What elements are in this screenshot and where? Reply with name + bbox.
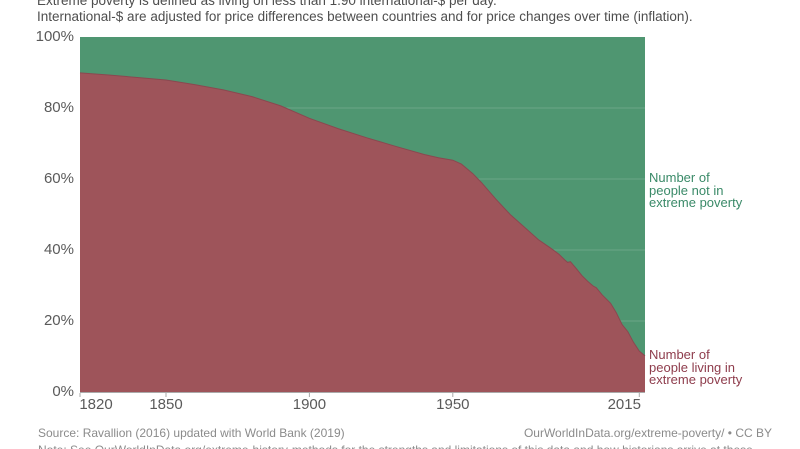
chart-subtitle-line1: Extreme poverty is defined as living on … [37,0,497,8]
note-text: Note: See OurWorldInData.org/extreme-his… [38,443,753,449]
series-label-line: people not in [649,182,724,198]
series-label-in-poverty: Number of people living in extreme pover… [649,347,743,387]
y-tick-label: 60% [43,170,74,187]
series-label-line: people living in [649,359,736,375]
attribution-text: OurWorldInData.org/extreme-poverty/ • CC… [523,426,772,440]
x-tick-label: 1900 [292,396,327,413]
source-text: Source: Ravallion (2016) updated with Wo… [38,426,345,440]
poor-area [80,72,645,393]
y-tick-label: 80% [43,99,74,116]
poor-boundary-line [79,72,646,357]
x-tick-label: 1950 [436,396,470,413]
series-label-not-in-poverty: Number of people not in extreme poverty [649,170,743,210]
x-tick-label: 2015 [607,396,641,413]
chart-subtitle-line2: International-$ are adjusted for price d… [37,9,693,24]
series-label-line: Number of [649,170,710,185]
y-tick-label: 0% [52,383,74,400]
y-tick-label: 20% [43,312,74,329]
series-label-line: extreme poverty [649,195,743,210]
series-label-line: Number of [649,347,710,362]
x-tick-label: 1850 [149,396,183,413]
x-tick-label: 1820 [79,396,113,413]
y-tick-label: 40% [43,241,74,258]
y-tick-label: 100% [35,28,74,45]
series-label-line: extreme poverty [649,372,743,387]
